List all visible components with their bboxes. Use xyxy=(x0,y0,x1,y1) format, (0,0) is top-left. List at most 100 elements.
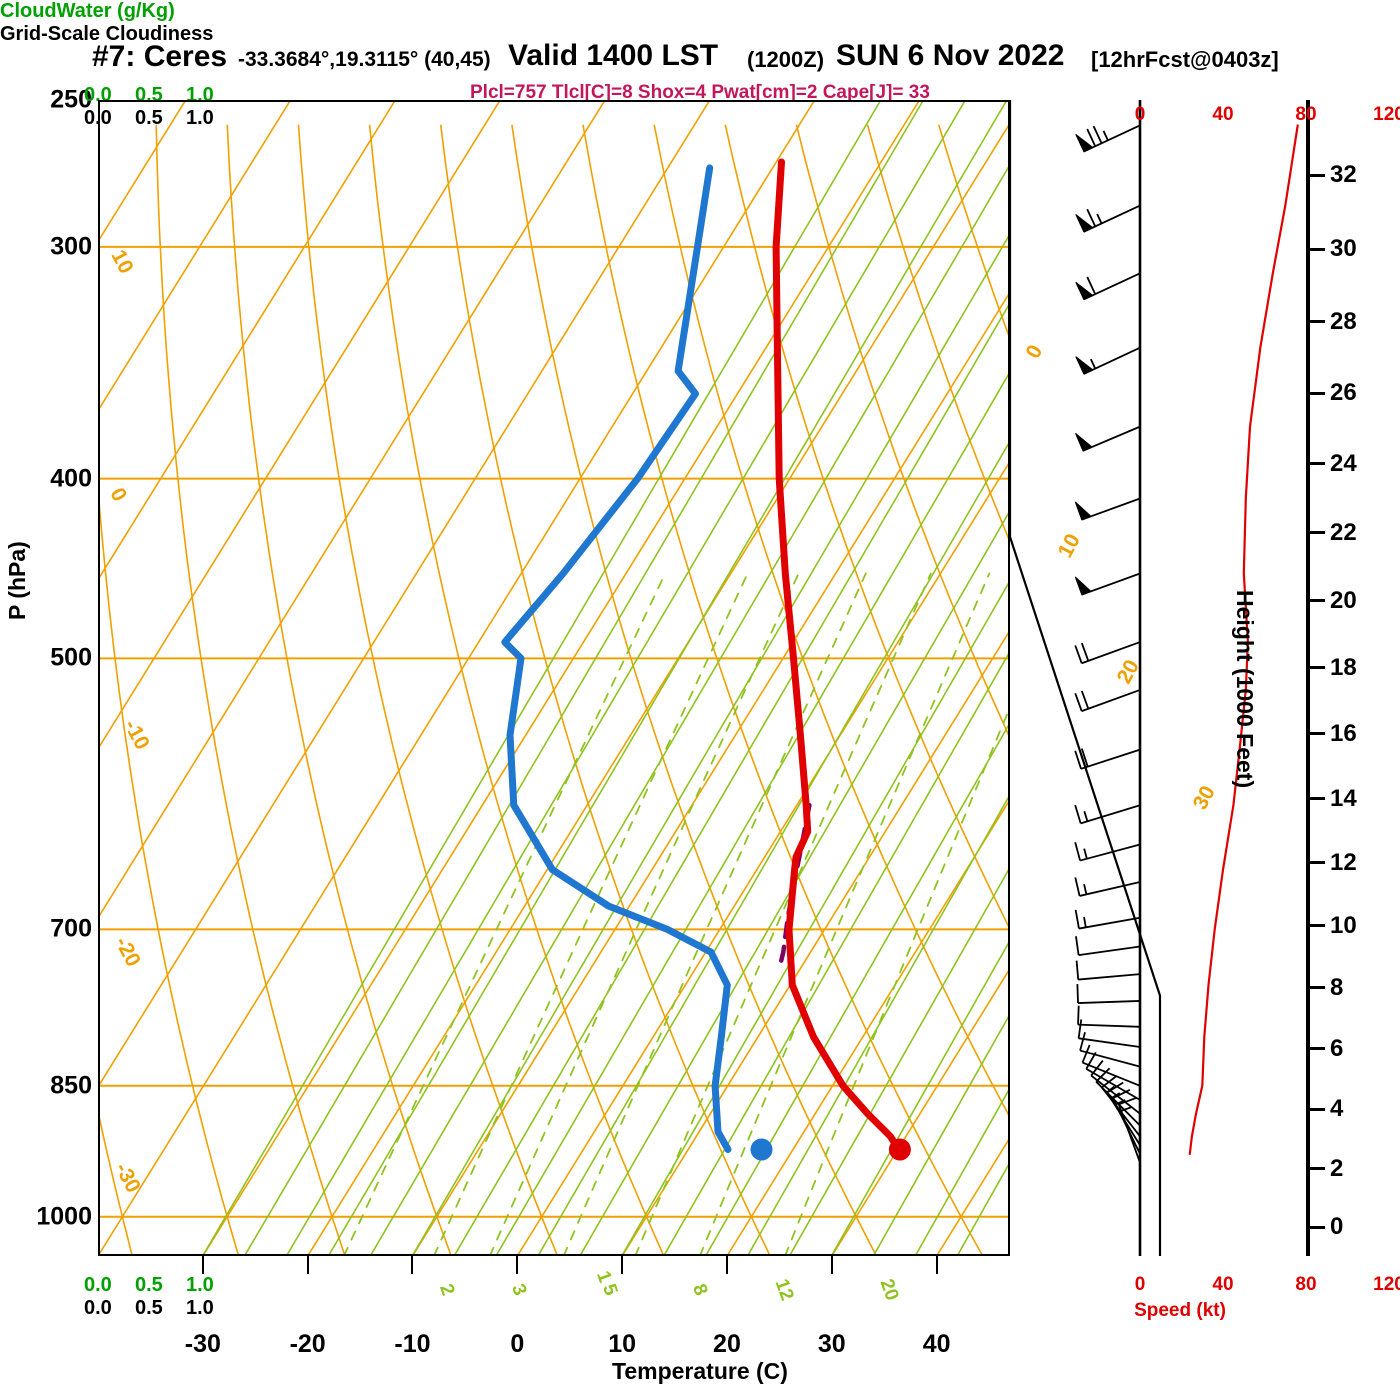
height-tickmark-4 xyxy=(1310,1107,1325,1111)
pressure-tick-1000: 1000 xyxy=(36,1202,92,1231)
height-tickmark-32 xyxy=(1310,173,1325,177)
pressure-tick-250: 250 xyxy=(50,85,92,114)
mixing-ratio-label-5: 12 xyxy=(770,1276,798,1304)
cloudwater-bottom-tick-0: 0.0 xyxy=(84,1274,112,1296)
surface-temperature xyxy=(888,1138,911,1161)
wind-panel-outline xyxy=(1008,100,1162,1256)
pressure-tick-700: 700 xyxy=(50,914,92,943)
height-tickmark-2 xyxy=(1310,1167,1325,1171)
isotherm-lines xyxy=(98,100,1010,1256)
mixing-ratio-label-4: 8 xyxy=(688,1281,712,1299)
temperature-tick--10: -10 xyxy=(394,1330,431,1358)
surface-dewpoint xyxy=(750,1138,773,1161)
height-tick-28: 28 xyxy=(1330,307,1357,335)
valid-time: Valid 1400 LST xyxy=(508,39,719,72)
height-tick-18: 18 xyxy=(1330,653,1357,681)
wind-barb xyxy=(1075,425,1141,452)
cloudwater-bottom-tick-2: 1.0 xyxy=(186,1274,214,1296)
surface-markers xyxy=(750,1138,911,1161)
height-tick-22: 22 xyxy=(1330,518,1357,546)
height-tickmark-6 xyxy=(1310,1047,1325,1051)
height-axis-line xyxy=(1306,100,1310,1256)
speed-bottom-tick-40: 40 xyxy=(1212,1274,1234,1295)
wind-barb xyxy=(1079,1031,1141,1068)
height-tickmark-10 xyxy=(1310,924,1325,928)
speed-axis-label: Speed (kt) xyxy=(1134,1300,1226,1321)
temperature-tick-20: 20 xyxy=(713,1330,741,1358)
height-tick-2: 2 xyxy=(1330,1154,1344,1182)
height-tickmark-14 xyxy=(1310,797,1325,801)
mixing-ratio-label-6: 20 xyxy=(875,1276,903,1304)
cloudiness-axis-label: Grid-Scale Cloudiness xyxy=(0,23,214,45)
wind-speed-curve xyxy=(1188,124,1299,1156)
pressure-tick-500: 500 xyxy=(50,643,92,672)
cloudiness-bottom-tick-2: 1.0 xyxy=(186,1297,214,1319)
temperature-tickmark-10 xyxy=(621,1256,624,1274)
wind-barb xyxy=(1074,804,1141,825)
temperature-tick-0: 0 xyxy=(510,1330,525,1358)
height-tick-32: 32 xyxy=(1330,161,1357,189)
wind-barb xyxy=(1074,909,1141,930)
forecast-info: [12hrFcst@0403z] xyxy=(1091,47,1279,72)
temperature-tickmark-40 xyxy=(935,1256,938,1274)
temperature-axis-label: Temperature (C) xyxy=(612,1358,788,1384)
skewt-canvas xyxy=(98,100,1010,1256)
cloudiness-bottom-tick-0: 0.0 xyxy=(84,1297,112,1319)
height-tickmark-0 xyxy=(1310,1225,1325,1229)
height-tickmark-24 xyxy=(1310,462,1325,466)
speed-bottom-tick-120: 120 xyxy=(1373,1274,1400,1295)
wind-canvas xyxy=(1008,100,1299,1256)
wind-barbs xyxy=(1074,124,1141,1163)
height-tick-6: 6 xyxy=(1330,1034,1344,1062)
temperature-tickmark--30 xyxy=(201,1256,204,1274)
wind-barb xyxy=(1075,272,1141,301)
height-tick-8: 8 xyxy=(1330,973,1344,1001)
cloudiness-top-tick-0: 0.0 xyxy=(84,107,112,129)
speed-top-tick-40: 40 xyxy=(1212,104,1234,125)
wind-barb xyxy=(1077,1019,1141,1048)
temperature-tickmark-30 xyxy=(830,1256,833,1274)
wind-barb xyxy=(1074,748,1141,770)
height-tick-12: 12 xyxy=(1330,848,1357,876)
dewpoint-profile xyxy=(501,164,732,1153)
height-tickmark-12 xyxy=(1310,861,1325,865)
wind-barb xyxy=(1075,936,1141,956)
height-tickmark-8 xyxy=(1310,986,1325,990)
height-tick-16: 16 xyxy=(1330,719,1357,747)
speed-top-tick-0: 0 xyxy=(1134,104,1146,125)
temperature-tick--30: -30 xyxy=(184,1330,221,1358)
valid-time-utc: (1200Z) xyxy=(747,47,825,72)
speed-top-tick-120: 120 xyxy=(1373,104,1400,125)
wind-barb xyxy=(1085,1051,1141,1101)
speed-bottom-tick-0: 0 xyxy=(1134,1274,1146,1295)
height-tick-20: 20 xyxy=(1330,586,1357,614)
wind-barb xyxy=(1074,877,1141,897)
pressure-tick-850: 850 xyxy=(50,1071,92,1100)
temperature-tickmark-20 xyxy=(725,1256,728,1274)
height-tickmark-18 xyxy=(1310,666,1325,670)
temperature-tickmark--10 xyxy=(411,1256,414,1274)
height-tick-30: 30 xyxy=(1330,235,1357,263)
wind-barb xyxy=(1075,204,1141,233)
pressure-tick-300: 300 xyxy=(50,232,92,261)
wind-barb xyxy=(1075,346,1141,375)
height-tickmark-28 xyxy=(1310,320,1325,324)
height-tickmark-22 xyxy=(1310,531,1325,535)
wind-barb xyxy=(1076,984,1141,1004)
height-tick-4: 4 xyxy=(1330,1095,1344,1123)
height-tickmark-16 xyxy=(1310,732,1325,736)
temperature-tickmark--20 xyxy=(306,1256,309,1274)
valid-date: SUN 6 Nov 2022 xyxy=(836,39,1065,72)
height-tick-14: 14 xyxy=(1330,784,1357,812)
height-tick-26: 26 xyxy=(1330,379,1357,407)
wind-barb xyxy=(1074,497,1141,521)
temperature-profile xyxy=(772,158,903,1153)
height-tickmark-30 xyxy=(1310,247,1325,251)
sounding-parameters: Plcl=757 Tlcl[C]=8 Shox=4 Pwat[cm]=2 Cap… xyxy=(470,82,930,103)
wind-barb xyxy=(1077,1005,1141,1028)
cloudiness-top-tick-2: 1.0 xyxy=(186,107,214,129)
wind-barb xyxy=(1074,572,1141,596)
cloudiness-top-tick-1: 0.5 xyxy=(135,107,163,129)
wind-barb xyxy=(1117,1096,1141,1163)
mixing-ratio-label-2: 3 xyxy=(507,1281,531,1299)
